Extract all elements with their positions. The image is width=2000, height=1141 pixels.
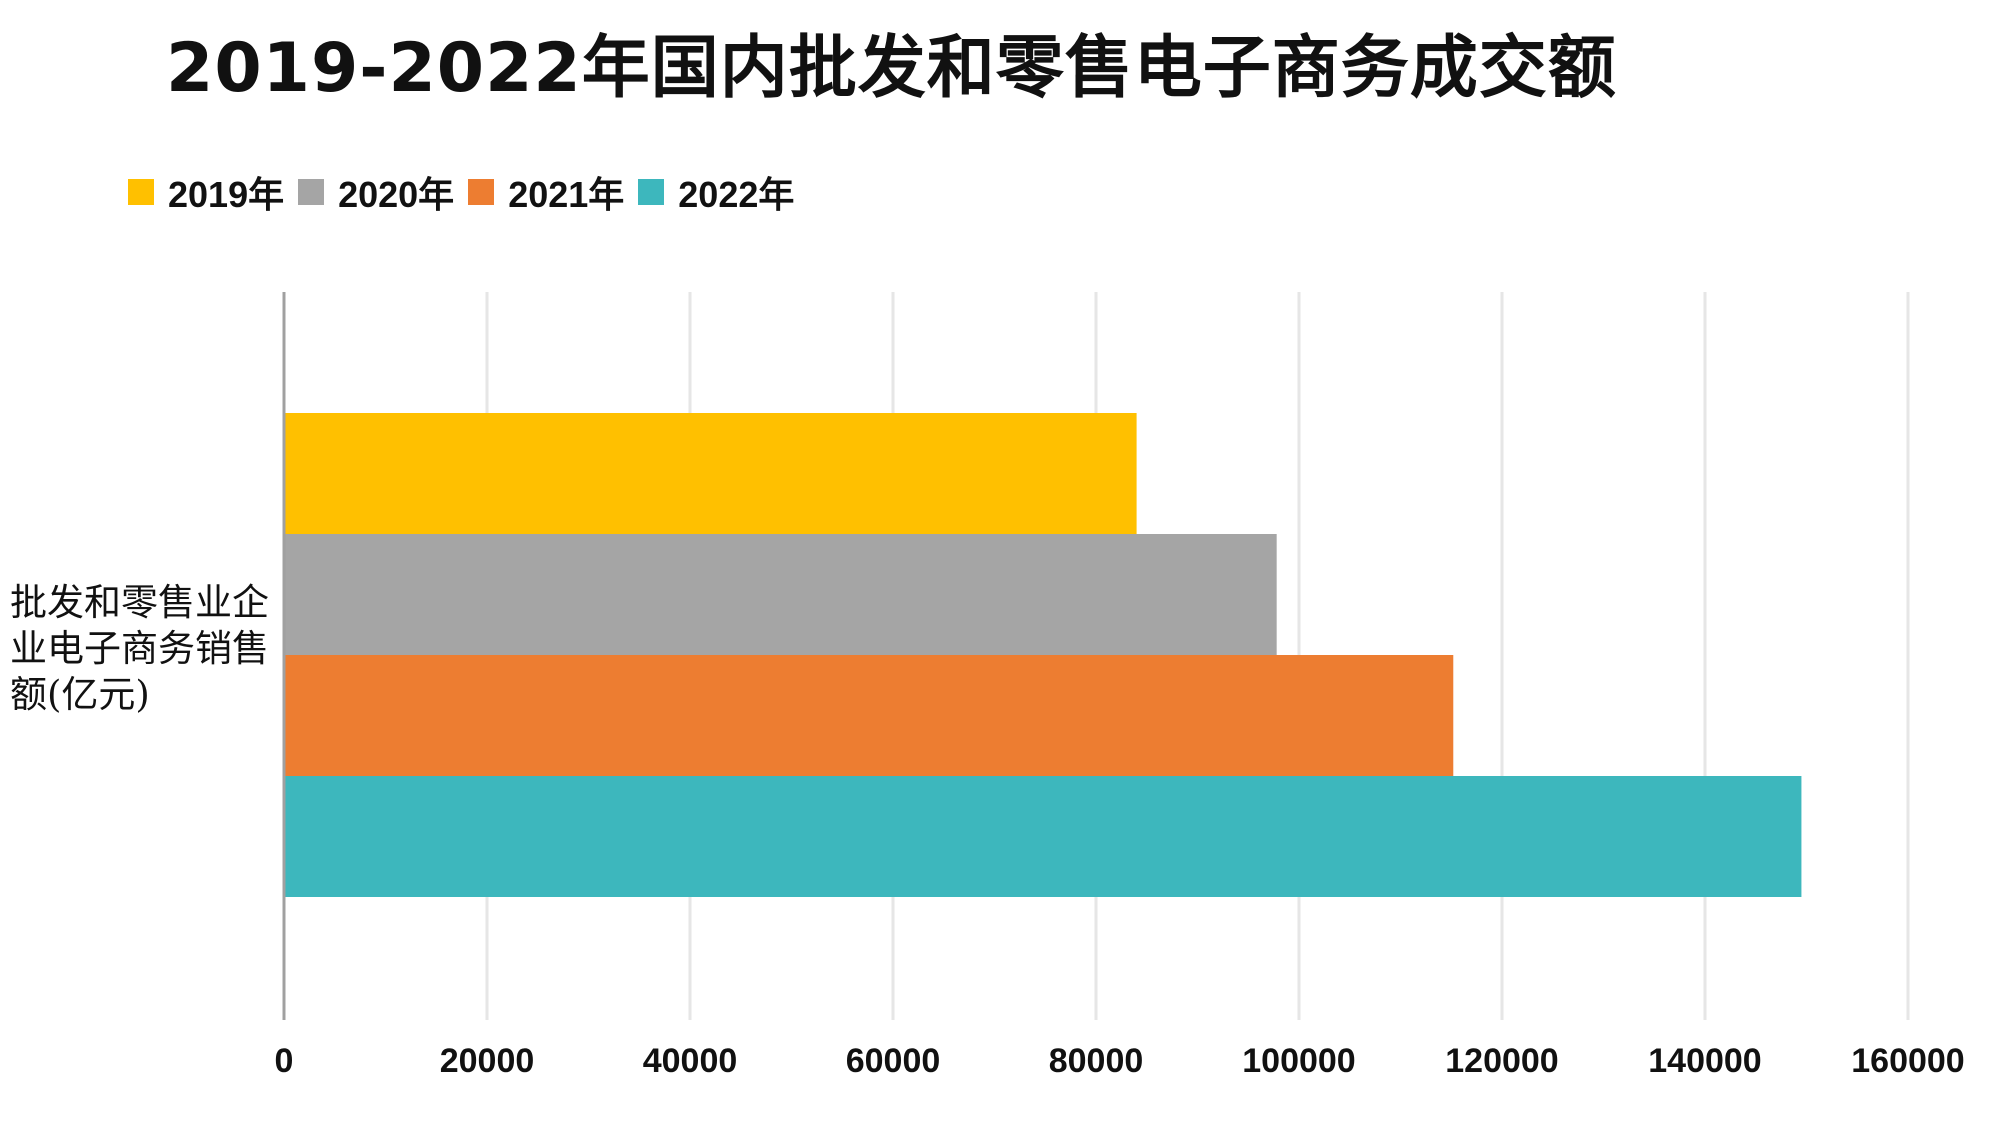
- x-tick-label-80000: 80000: [1049, 1042, 1144, 1080]
- legend-label-2020: 2020年: [338, 174, 455, 215]
- legend-swatch-2022: [638, 179, 665, 205]
- legend-item-2022: 2022年: [638, 166, 794, 218]
- x-tick-label-160000: 160000: [1851, 1042, 1964, 1080]
- legend-item-2020: 2020年: [298, 166, 454, 218]
- x-tick-label-60000: 60000: [846, 1042, 941, 1080]
- y-category-label: 批发和零售业企业电子商务销售额(亿元): [10, 581, 269, 716]
- legend-label-2019: 2019年: [168, 174, 285, 215]
- legend-label-2022: 2022年: [678, 174, 795, 215]
- x-tick-label-20000: 20000: [440, 1042, 535, 1080]
- bar-2019年: [284, 413, 1137, 534]
- bar-2022年: [284, 776, 1802, 897]
- legend-item-2019: 2019年: [128, 166, 284, 218]
- legend: 2019年 2020年 2021年 2022年: [128, 166, 808, 218]
- x-tick-label-120000: 120000: [1445, 1042, 1558, 1080]
- chart-title: 2019-2022年国内批发和零售电子商务成交额: [166, 29, 1617, 108]
- bars: [284, 413, 1802, 897]
- x-tick-labels: 0 20000 40000 60000 80000 100000 120000 140000 1…: [275, 1042, 1965, 1080]
- legend-item-2021: 2021年: [468, 166, 624, 218]
- x-tick-label-140000: 140000: [1648, 1042, 1761, 1080]
- x-tick-label-100000: 100000: [1242, 1042, 1355, 1080]
- bar-2020年: [284, 534, 1277, 655]
- legend-swatch-2019: [128, 179, 154, 205]
- legend-label-2021: 2021年: [508, 174, 625, 215]
- x-tick-label-0: 0: [275, 1042, 294, 1080]
- x-tick-label-40000: 40000: [643, 1042, 738, 1080]
- bar-2021年: [284, 655, 1454, 776]
- legend-swatch-2021: [468, 179, 495, 205]
- legend-swatch-2020: [298, 179, 325, 205]
